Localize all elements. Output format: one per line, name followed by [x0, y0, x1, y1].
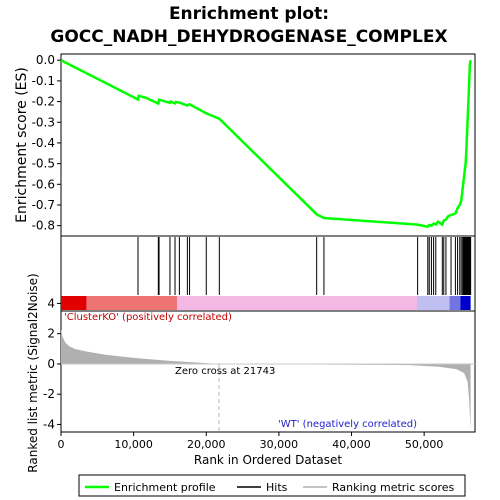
metric-x-ticks: 0 10,000 20,000 30,000 40,000 50,000: [58, 432, 444, 451]
metric-y-tick-label: -2: [43, 387, 55, 401]
rank-band-segment: [177, 296, 417, 310]
es-y-axis-label: Enrichment score (ES): [14, 67, 30, 223]
legend: Enrichment profile Hits Ranking metric s…: [78, 474, 466, 497]
rank-band-segment: [449, 296, 461, 310]
es-y-tick-label: -0.3: [32, 115, 55, 129]
metric-panel: 420-2-4 0 10,000 20,000 30,000 40,000 50,000 …: [26, 273, 476, 473]
es-y-tick-label: 0.0: [36, 53, 55, 67]
zero-cross-label: Zero cross at 21743: [175, 366, 275, 377]
x-axis-label: Rank in Ordered Dataset: [194, 453, 342, 467]
x-tick-label: 20,000: [187, 438, 226, 451]
es-panel: 0.0 -0.1 -0.2 -0.3 -0.4 -0.5 -0.6 -0.7 -0.8 Enri…: [14, 53, 476, 237]
es-y-tick-label: -0.6: [32, 177, 55, 191]
legend-hits-label: Hits: [266, 481, 288, 494]
rank-band-segment: [86, 296, 178, 310]
x-tick-label: 40,000: [332, 438, 371, 451]
hits-panel: [60, 235, 476, 312]
metric-panel-frame: [60, 310, 476, 433]
chart-title-line1: Enrichment plot:: [169, 4, 329, 24]
rank-band-segment: [61, 296, 87, 310]
es-panel-frame: [60, 53, 476, 237]
x-tick-label: 10,000: [114, 438, 153, 451]
es-y-tick-label: -0.4: [32, 136, 55, 150]
hit-markers: [137, 237, 472, 295]
legend-metric-label: Ranking metric scores: [332, 481, 454, 494]
es-y-tick-label: -0.8: [32, 219, 55, 233]
chart-title-line2: GOCC_NADH_DEHYDROGENASE_COMPLEX: [50, 27, 447, 47]
x-tick-label: 30,000: [260, 438, 299, 451]
es-y-tick-label: -0.5: [32, 157, 55, 171]
negative-correlation-label: 'WT' (negatively correlated): [278, 419, 417, 430]
legend-box: [78, 474, 466, 497]
metric-y-axis-label: Ranked list metric (Signal2Noise): [26, 273, 40, 472]
metric-y-tick-label: 2: [47, 327, 55, 341]
es-y-tick-label: -0.1: [32, 74, 55, 88]
metric-y-tick-label: -4: [43, 417, 55, 431]
rank-band-segment: [460, 296, 471, 310]
es-y-tick-label: -0.2: [32, 95, 55, 109]
rank-band-segment: [416, 296, 450, 310]
positive-correlation-label: 'ClusterKO' (positively correlated): [64, 312, 232, 323]
es-y-tick-label: -0.7: [32, 198, 55, 212]
x-tick-label: 50,000: [405, 438, 444, 451]
rank-color-band: [61, 296, 471, 310]
enrichment-profile-line: [60, 59, 472, 229]
legend-es-label: Enrichment profile: [114, 481, 216, 494]
metric-y-tick-label: 4: [47, 296, 55, 310]
es-y-ticks: 0.0 -0.1 -0.2 -0.3 -0.4 -0.5 -0.6 -0.7 -0.8: [32, 53, 61, 233]
x-tick-label: 0: [58, 438, 65, 451]
metric-y-ticks: 4 2 0 -2 -4: [43, 296, 61, 431]
metric-y-tick-label: 0: [47, 357, 55, 371]
